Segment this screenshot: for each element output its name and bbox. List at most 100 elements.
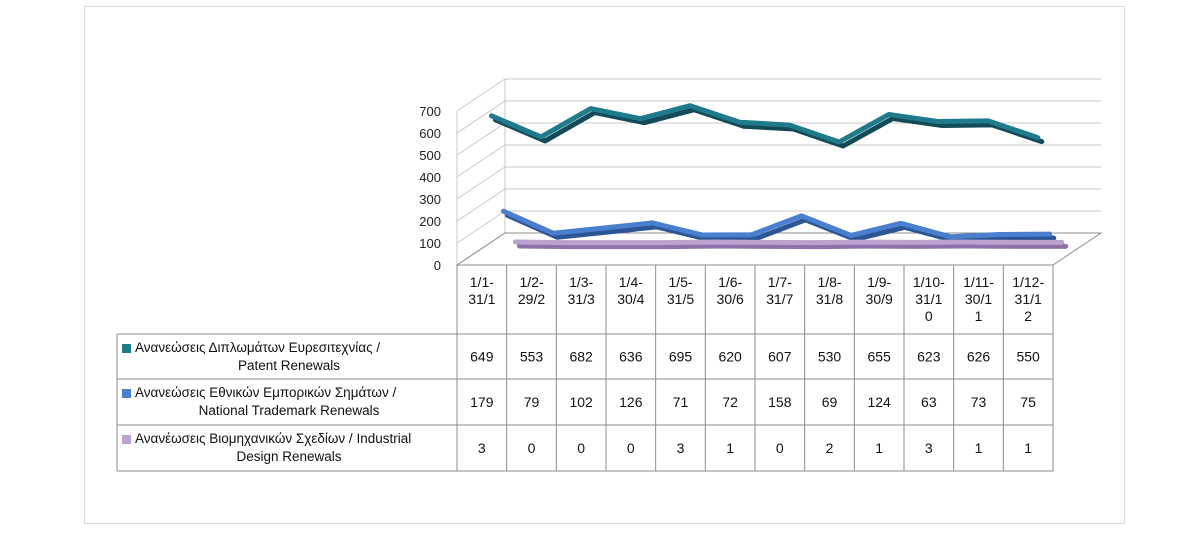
category-label: 1/6-30/6: [717, 274, 744, 307]
data-point: [787, 123, 791, 127]
series-line-2: [500, 208, 1057, 244]
data-point: [849, 233, 853, 237]
data-point: [960, 240, 964, 244]
y-tick-label: 100: [419, 236, 441, 251]
table-value: 102: [569, 394, 593, 410]
series-line-face: [500, 208, 1053, 240]
y-tick-label: 400: [419, 170, 441, 185]
data-point: [899, 221, 903, 225]
data-point: [799, 214, 803, 218]
table-value: 72: [722, 394, 738, 410]
table-value: 69: [822, 394, 838, 410]
data-point: [638, 117, 642, 121]
table-value: 636: [619, 349, 643, 365]
data-point: [1010, 240, 1014, 244]
y-tick-label: 300: [419, 192, 441, 207]
table-value: 75: [1020, 394, 1036, 410]
category-label: 1/12-31/1 2: [1012, 274, 1044, 324]
table-value: 2: [826, 440, 834, 456]
legend-swatch: [122, 344, 131, 353]
table-value: 553: [520, 349, 544, 365]
table-value: 3: [677, 440, 685, 456]
category-label: 1/10-31/1 0: [913, 274, 945, 324]
data-point: [563, 241, 567, 245]
table-value: 0: [776, 440, 784, 456]
data-point: [539, 135, 543, 139]
data-point: [688, 104, 692, 108]
table-value: 179: [470, 394, 494, 410]
table-value: 607: [768, 349, 792, 365]
data-point: [986, 119, 990, 123]
category-label: 1/3-31/3: [568, 274, 595, 307]
legend-label: Ανανεώσεις Εθνικών Εμπορικών Σημάτων / Na…: [135, 385, 396, 418]
table-value: 71: [673, 394, 689, 410]
data-point: [738, 120, 742, 124]
table-value: 0: [528, 440, 536, 456]
data-point: [811, 241, 815, 245]
table-value: 626: [967, 349, 991, 365]
data-point: [887, 113, 891, 116]
y-tick-label: 500: [419, 148, 441, 163]
data-point: [551, 231, 555, 235]
data-point: [750, 233, 754, 237]
data-point: [513, 240, 517, 244]
data-point: [501, 209, 505, 213]
legend-label: Ανανέωσεις Βιομηχανικών Σχεδίων / Indust…: [135, 431, 411, 464]
data-point: [589, 107, 593, 111]
data-point: [489, 114, 493, 118]
series-line-1: [488, 103, 1045, 149]
category-label: 1/4-30/4: [617, 274, 644, 307]
data-point: [1036, 136, 1040, 140]
series-line-depth: [492, 107, 1045, 149]
category-label: 1/9-30/9: [866, 274, 893, 307]
table-value: 63: [921, 394, 937, 410]
category-label: 1/8-31/8: [816, 274, 843, 307]
data-point: [1060, 240, 1064, 244]
table-value: 126: [619, 394, 643, 410]
category-label: 1/1-31/1: [468, 274, 495, 307]
data-point: [998, 233, 1002, 237]
data-point: [861, 240, 865, 244]
table-value: 79: [524, 394, 540, 410]
table-value: 73: [971, 394, 987, 410]
series-line-depth: [516, 243, 1069, 250]
data-point: [762, 240, 766, 244]
table-value: 3: [925, 440, 933, 456]
series-lines: [488, 103, 1069, 250]
table-value: 124: [867, 394, 891, 410]
series-line-3: [512, 239, 1069, 250]
legend-swatch: [122, 435, 131, 444]
data-point: [936, 120, 940, 124]
data-point: [948, 235, 952, 239]
gridline: [456, 188, 1101, 222]
gridline: [456, 166, 1101, 200]
data-point: [911, 240, 915, 244]
data-point: [601, 226, 605, 230]
y-tick-label: 0: [434, 258, 441, 273]
category-label: 1/5-31/5: [667, 274, 694, 307]
data-point: [650, 221, 654, 225]
table-value: 1: [975, 440, 983, 456]
y-tick-label: 700: [419, 104, 441, 119]
category-label: 1/11-30/1 1: [963, 274, 994, 324]
gridline: [456, 78, 1101, 112]
table-value: 158: [768, 394, 792, 410]
table-value: 530: [818, 349, 842, 365]
data-point: [700, 233, 704, 237]
gridline: [456, 144, 1101, 178]
table-value: 550: [1016, 349, 1040, 365]
series-line-face: [488, 103, 1041, 145]
renewals-chart: 0 100 2 0 0 300 400 500 600 700 1/1-31/1 1/2-29/2 1…: [116, 78, 1103, 472]
legend-label: Ανανεώσεις Διπλωμάτων Ευρεσιτεχνίας / Pat…: [135, 340, 380, 373]
table-value: 620: [718, 349, 742, 365]
y-tick-label: 600: [419, 126, 441, 141]
legend-swatch: [122, 389, 131, 398]
data-point: [662, 241, 666, 245]
table-value: 623: [917, 349, 941, 365]
data-point: [613, 241, 617, 245]
y-axis-ticks: 0 100 200 300 400 500 600 700: [419, 104, 441, 273]
category-label: 1/2-29/2: [518, 274, 545, 307]
table-value: 649: [470, 349, 494, 365]
table-value: 3: [478, 440, 486, 456]
table-value: 0: [627, 440, 635, 456]
